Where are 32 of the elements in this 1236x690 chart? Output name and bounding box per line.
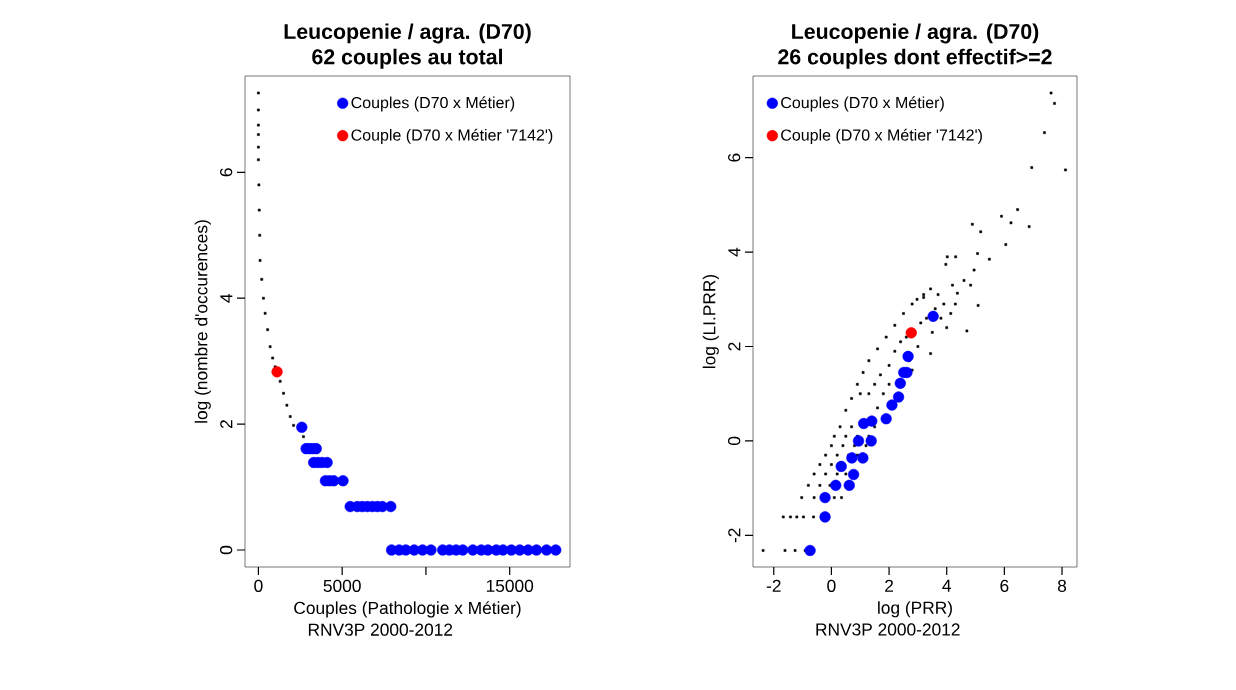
legend-label: Couple (D70 x Métier '7142') — [351, 128, 553, 144]
x-axis-title: log (PRR) — [878, 601, 952, 618]
x-tick-label: -2 — [766, 579, 781, 592]
chart-title: Leucopenie / agra. (D70) — [284, 23, 531, 44]
text: RNV3P 2000-2012 — [816, 623, 960, 636]
x-tick-label: 2 — [885, 579, 893, 592]
y-axis-title: log (LI.PRR) — [702, 274, 719, 369]
text: RNV3P 2000-2012 — [308, 623, 453, 636]
legend-label: Couples (D70 x Métier) — [781, 96, 944, 112]
x-tick-label: 15000 — [486, 579, 534, 592]
y-tick-label: 2 — [220, 420, 233, 429]
x-tick-label: 0 — [827, 579, 836, 592]
x-tick-label: 6 — [1000, 579, 1009, 592]
y-tick-label: 2 — [728, 342, 741, 351]
x-tick-label: 4 — [942, 579, 952, 592]
y-tick-label: 6 — [728, 153, 741, 162]
x-axis-title: Couples (Pathologie x Métier) — [294, 601, 521, 618]
x-tick-label: 5000 — [323, 579, 361, 592]
legend-label: Couple (D70 x Métier '7142') — [781, 128, 982, 144]
legend-label: Couples (D70 x Métier) — [351, 96, 515, 112]
chart-subtitle: 26 couples dont effectif>=2 — [778, 48, 1052, 69]
y-tick-label: 4 — [220, 293, 233, 303]
y-axis-title: log (nombre d'occurences) — [194, 220, 211, 423]
x-tick-label: 0 — [254, 579, 263, 592]
y-tick-label: 4 — [728, 247, 741, 257]
chart-title: Leucopenie / agra. (D70) — [792, 23, 1039, 44]
y-tick-label: 0 — [728, 436, 741, 446]
y-tick-label: 0 — [220, 545, 233, 555]
y-tick-label: 6 — [220, 168, 233, 177]
chart-subtitle: 62 couples au total — [312, 48, 502, 69]
x-tick-label: 8 — [1057, 579, 1067, 592]
y-tick-label: -2 — [728, 528, 741, 543]
